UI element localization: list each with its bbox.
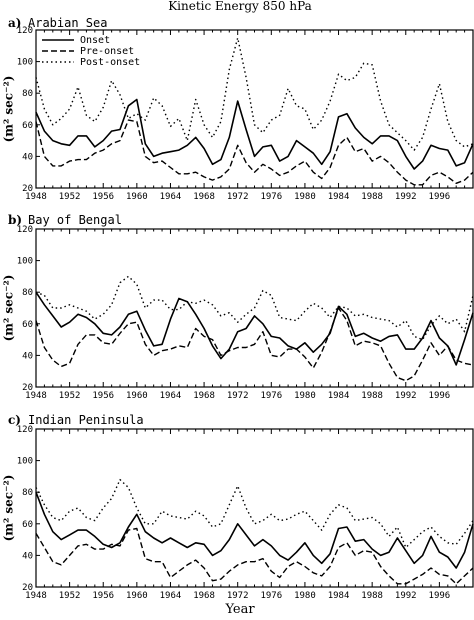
x-tick-label: 1976 — [260, 192, 282, 202]
series-line-post-onset — [35, 478, 474, 549]
panel-b-label: b) — [8, 213, 22, 227]
series-line-pre-onset — [35, 307, 474, 382]
y-tick-label: 120 — [17, 225, 33, 235]
series-line-pre-onset — [35, 527, 474, 585]
x-tick-label: 1968 — [193, 192, 215, 202]
x-tick-label: 1952 — [59, 391, 81, 401]
y-axis-label: (m² sec⁻²) — [2, 475, 16, 542]
x-tick-label: 1964 — [160, 391, 182, 401]
x-tick-label: 1988 — [361, 591, 383, 601]
panel-c-title: Indian Peninsula — [28, 413, 144, 427]
legend-onset-label: Onset — [80, 35, 110, 46]
series-line-onset — [35, 491, 474, 569]
x-tick-label: 1960 — [126, 192, 148, 202]
y-tick-label: 20 — [22, 383, 33, 393]
x-tick-label: 1972 — [227, 192, 249, 202]
series-line-onset — [35, 291, 474, 366]
x-tick-label: 1996 — [429, 391, 451, 401]
x-tick-label: 1956 — [92, 192, 114, 202]
y-tick-label: 20 — [22, 583, 33, 593]
x-tick-label: 1956 — [92, 591, 114, 601]
x-tick-label: 1988 — [361, 391, 383, 401]
series-line-pre-onset — [35, 119, 474, 186]
x-tick-label: 1952 — [59, 591, 81, 601]
y-tick-label: 120 — [17, 26, 33, 36]
figure-title: Kinetic Energy 850 hPa — [168, 0, 312, 13]
y-tick-label: 100 — [17, 58, 33, 68]
x-tick-label: 1956 — [92, 391, 114, 401]
y-tick-label: 40 — [22, 551, 33, 561]
x-tick-label: 1996 — [429, 192, 451, 202]
y-tick-label: 60 — [22, 121, 33, 131]
x-tick-label: 1976 — [260, 591, 282, 601]
y-tick-label: 40 — [22, 152, 33, 162]
x-tick-label: 1992 — [395, 192, 417, 202]
x-tick-label: 1948 — [25, 391, 47, 401]
x-tick-label: 1984 — [328, 591, 350, 601]
y-tick-label: 100 — [17, 457, 33, 467]
panel-a-label: a) — [8, 16, 21, 30]
legend: Onset Pre-onset Post-onset — [42, 35, 140, 68]
x-tick-label: 1980 — [294, 192, 316, 202]
y-tick-label: 120 — [17, 425, 33, 435]
x-tick-label: 1968 — [193, 391, 215, 401]
legend-post-onset-label: Post-onset — [80, 57, 140, 68]
x-tick-label: 1992 — [395, 391, 417, 401]
y-tick-label: 40 — [22, 351, 33, 361]
x-tick-label: 1972 — [227, 391, 249, 401]
y-tick-label: 60 — [22, 520, 33, 530]
x-tick-label: 1996 — [429, 591, 451, 601]
series-line-post-onset — [35, 275, 474, 341]
legend-pre-onset-label: Pre-onset — [80, 46, 134, 57]
x-tick-label: 1960 — [126, 391, 148, 401]
y-tick-label: 60 — [22, 320, 33, 330]
y-axis-label: (m² sec⁻²) — [2, 275, 16, 342]
y-tick-label: 80 — [22, 288, 33, 298]
x-tick-label: 1988 — [361, 192, 383, 202]
x-tick-label: 1960 — [126, 591, 148, 601]
panel-bay-of-bengal: b) Bay of Bengal 20 40 60 80 100 120 1948 1952 1… — [2, 213, 474, 401]
series-line-onset — [35, 98, 474, 170]
panel-c-label: c) — [8, 413, 21, 427]
x-tick-label: 1980 — [294, 591, 316, 601]
x-tick-label: 1948 — [25, 192, 47, 202]
x-tick-label: 1948 — [25, 591, 47, 601]
panel-a-title: Arabian Sea — [28, 16, 107, 30]
x-tick-label: 1972 — [227, 591, 249, 601]
y-axis-label: (m² sec⁻²) — [2, 76, 16, 143]
panel-c-frame — [35, 428, 474, 588]
x-tick-label: 1992 — [395, 591, 417, 601]
x-tick-label: 1984 — [328, 391, 350, 401]
x-tick-label: 1984 — [328, 192, 350, 202]
panel-arabian-sea: a) Arabian Sea 20 40 60 80 100 120 1948 1952 195… — [2, 16, 474, 202]
panel-indian-peninsula: c) Indian Peninsula 20 40 60 80 100 120 1948 19… — [2, 413, 474, 601]
x-tick-label: 1980 — [294, 391, 316, 401]
x-tick-label: 1968 — [193, 591, 215, 601]
x-tick-label: 1952 — [59, 192, 81, 202]
x-tick-label: 1964 — [160, 591, 182, 601]
x-tick-label: 1964 — [160, 192, 182, 202]
series-line-post-onset — [35, 37, 474, 151]
y-tick-label: 100 — [17, 257, 33, 267]
panel-b-title: Bay of Bengal — [28, 213, 122, 227]
y-tick-label: 80 — [22, 89, 33, 99]
y-tick-label: 80 — [22, 488, 33, 498]
x-axis-label: Year — [224, 602, 255, 617]
x-tick-label: 1976 — [260, 391, 282, 401]
y-tick-label: 20 — [22, 184, 33, 194]
